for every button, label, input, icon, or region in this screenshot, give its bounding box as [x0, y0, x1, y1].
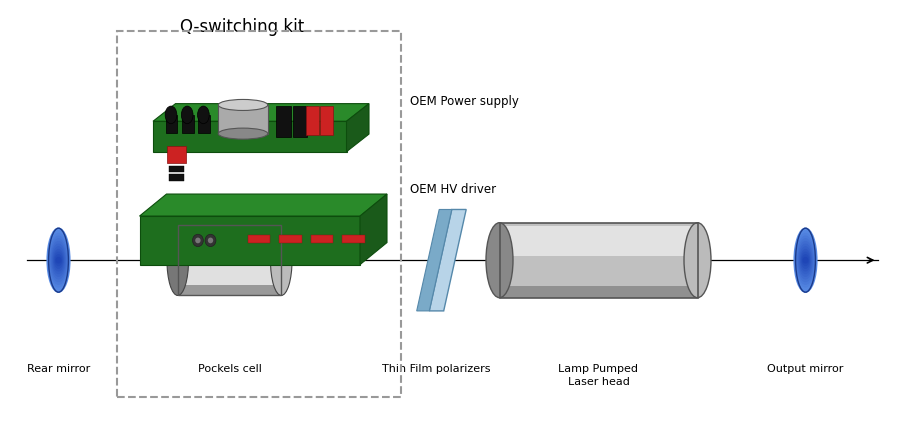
Bar	[198, 115, 210, 132]
Text: Thin Film polarizers: Thin Film polarizers	[382, 364, 491, 374]
Polygon shape	[429, 209, 466, 311]
Ellipse shape	[51, 242, 66, 279]
Ellipse shape	[803, 258, 808, 263]
Ellipse shape	[803, 255, 808, 265]
Bar	[310, 235, 333, 243]
Ellipse shape	[50, 236, 68, 284]
Text: Pockels cell: Pockels cell	[198, 364, 261, 374]
Ellipse shape	[684, 223, 711, 298]
Ellipse shape	[167, 225, 189, 295]
Ellipse shape	[56, 255, 61, 265]
Text: Lamp Pumped
Laser head: Lamp Pumped Laser head	[559, 364, 638, 387]
Bar	[500, 223, 698, 298]
Ellipse shape	[798, 242, 813, 279]
Bar	[178, 228, 281, 253]
Ellipse shape	[486, 223, 513, 298]
Ellipse shape	[48, 231, 69, 289]
Ellipse shape	[166, 106, 176, 123]
Bar	[500, 287, 698, 298]
Bar	[500, 227, 698, 257]
Bar	[178, 285, 281, 295]
Ellipse shape	[796, 236, 814, 284]
Ellipse shape	[800, 247, 811, 273]
Ellipse shape	[182, 106, 194, 123]
Ellipse shape	[219, 99, 268, 110]
Ellipse shape	[53, 247, 64, 273]
Polygon shape	[360, 194, 387, 265]
Ellipse shape	[802, 252, 809, 268]
Polygon shape	[140, 216, 360, 265]
Bar	[178, 225, 281, 295]
Ellipse shape	[795, 231, 816, 289]
Bar	[178, 225, 281, 295]
Ellipse shape	[794, 228, 817, 292]
Bar	[292, 106, 307, 137]
Bar	[182, 115, 194, 132]
Ellipse shape	[49, 234, 68, 287]
Ellipse shape	[801, 250, 810, 271]
Bar	[342, 235, 364, 243]
Ellipse shape	[56, 258, 61, 263]
Bar	[279, 235, 302, 243]
Polygon shape	[153, 104, 369, 121]
Text: OEM Power supply: OEM Power supply	[410, 95, 518, 108]
Bar	[500, 223, 698, 298]
Bar	[219, 105, 268, 134]
Bar	[169, 165, 184, 172]
Bar	[320, 106, 333, 135]
Ellipse shape	[205, 234, 216, 247]
Ellipse shape	[195, 238, 201, 243]
Bar	[166, 146, 186, 163]
Ellipse shape	[193, 234, 203, 247]
Text: OEM HV driver: OEM HV driver	[410, 183, 496, 196]
Ellipse shape	[219, 128, 268, 139]
Bar	[189, 225, 271, 239]
Polygon shape	[153, 121, 346, 152]
Ellipse shape	[208, 238, 213, 243]
Polygon shape	[140, 194, 387, 216]
Text: Output mirror: Output mirror	[768, 364, 843, 374]
Ellipse shape	[47, 228, 70, 292]
Ellipse shape	[52, 244, 65, 276]
Ellipse shape	[54, 250, 63, 271]
Ellipse shape	[50, 239, 67, 281]
Ellipse shape	[198, 106, 209, 123]
Text: Q-switching kit: Q-switching kit	[180, 18, 304, 36]
Bar	[276, 106, 291, 137]
Ellipse shape	[796, 234, 815, 287]
Bar	[306, 106, 319, 135]
Polygon shape	[346, 104, 369, 152]
Ellipse shape	[270, 225, 292, 295]
Ellipse shape	[799, 244, 812, 276]
Ellipse shape	[55, 252, 62, 268]
Bar	[166, 115, 177, 132]
Ellipse shape	[797, 239, 814, 281]
Polygon shape	[417, 209, 452, 311]
Bar	[248, 235, 270, 243]
Bar	[169, 174, 184, 181]
Text: Rear mirror: Rear mirror	[27, 364, 90, 374]
